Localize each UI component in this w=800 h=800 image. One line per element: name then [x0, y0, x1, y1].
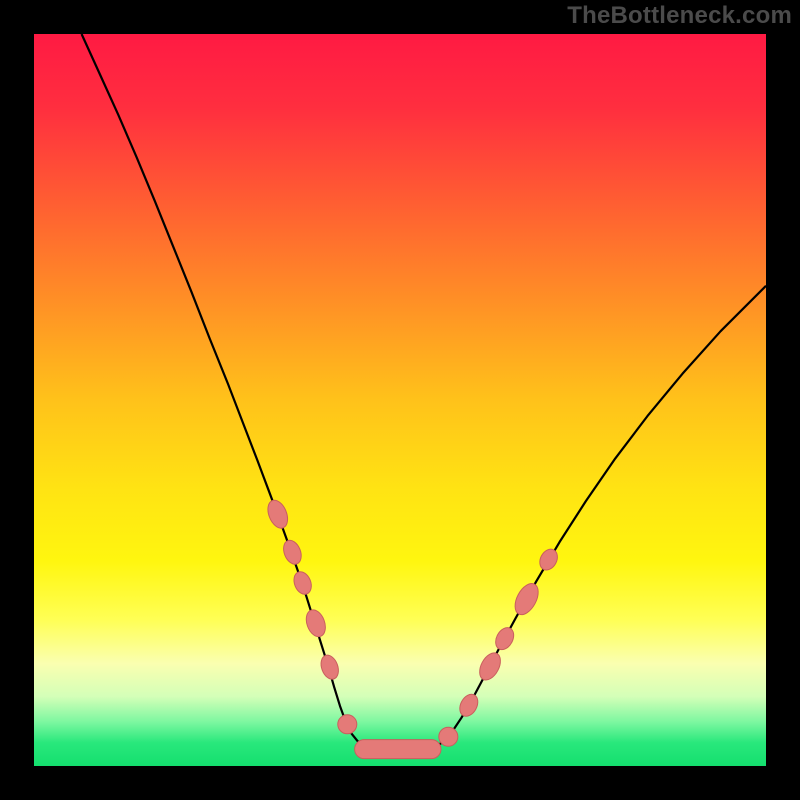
- marker-left-4: [318, 653, 342, 682]
- marker-left-2: [291, 569, 315, 597]
- marker-bottom-bar: [355, 740, 441, 759]
- marker-left-3: [303, 607, 329, 639]
- chart-stage: TheBottleneck.com: [0, 0, 800, 800]
- plot-svg: [34, 34, 766, 766]
- curve-segment-0: [82, 34, 373, 748]
- marker-right-4: [536, 546, 561, 573]
- plot-area: [34, 34, 766, 766]
- marker-left-1: [280, 538, 304, 567]
- marker-right-2: [492, 625, 517, 653]
- marker-right-0: [456, 691, 481, 719]
- marker-right-3: [510, 580, 543, 619]
- marker-right-1: [475, 649, 504, 683]
- marker-left-0: [264, 497, 291, 531]
- marker-round-0: [338, 715, 357, 734]
- marker-round-1: [439, 727, 458, 746]
